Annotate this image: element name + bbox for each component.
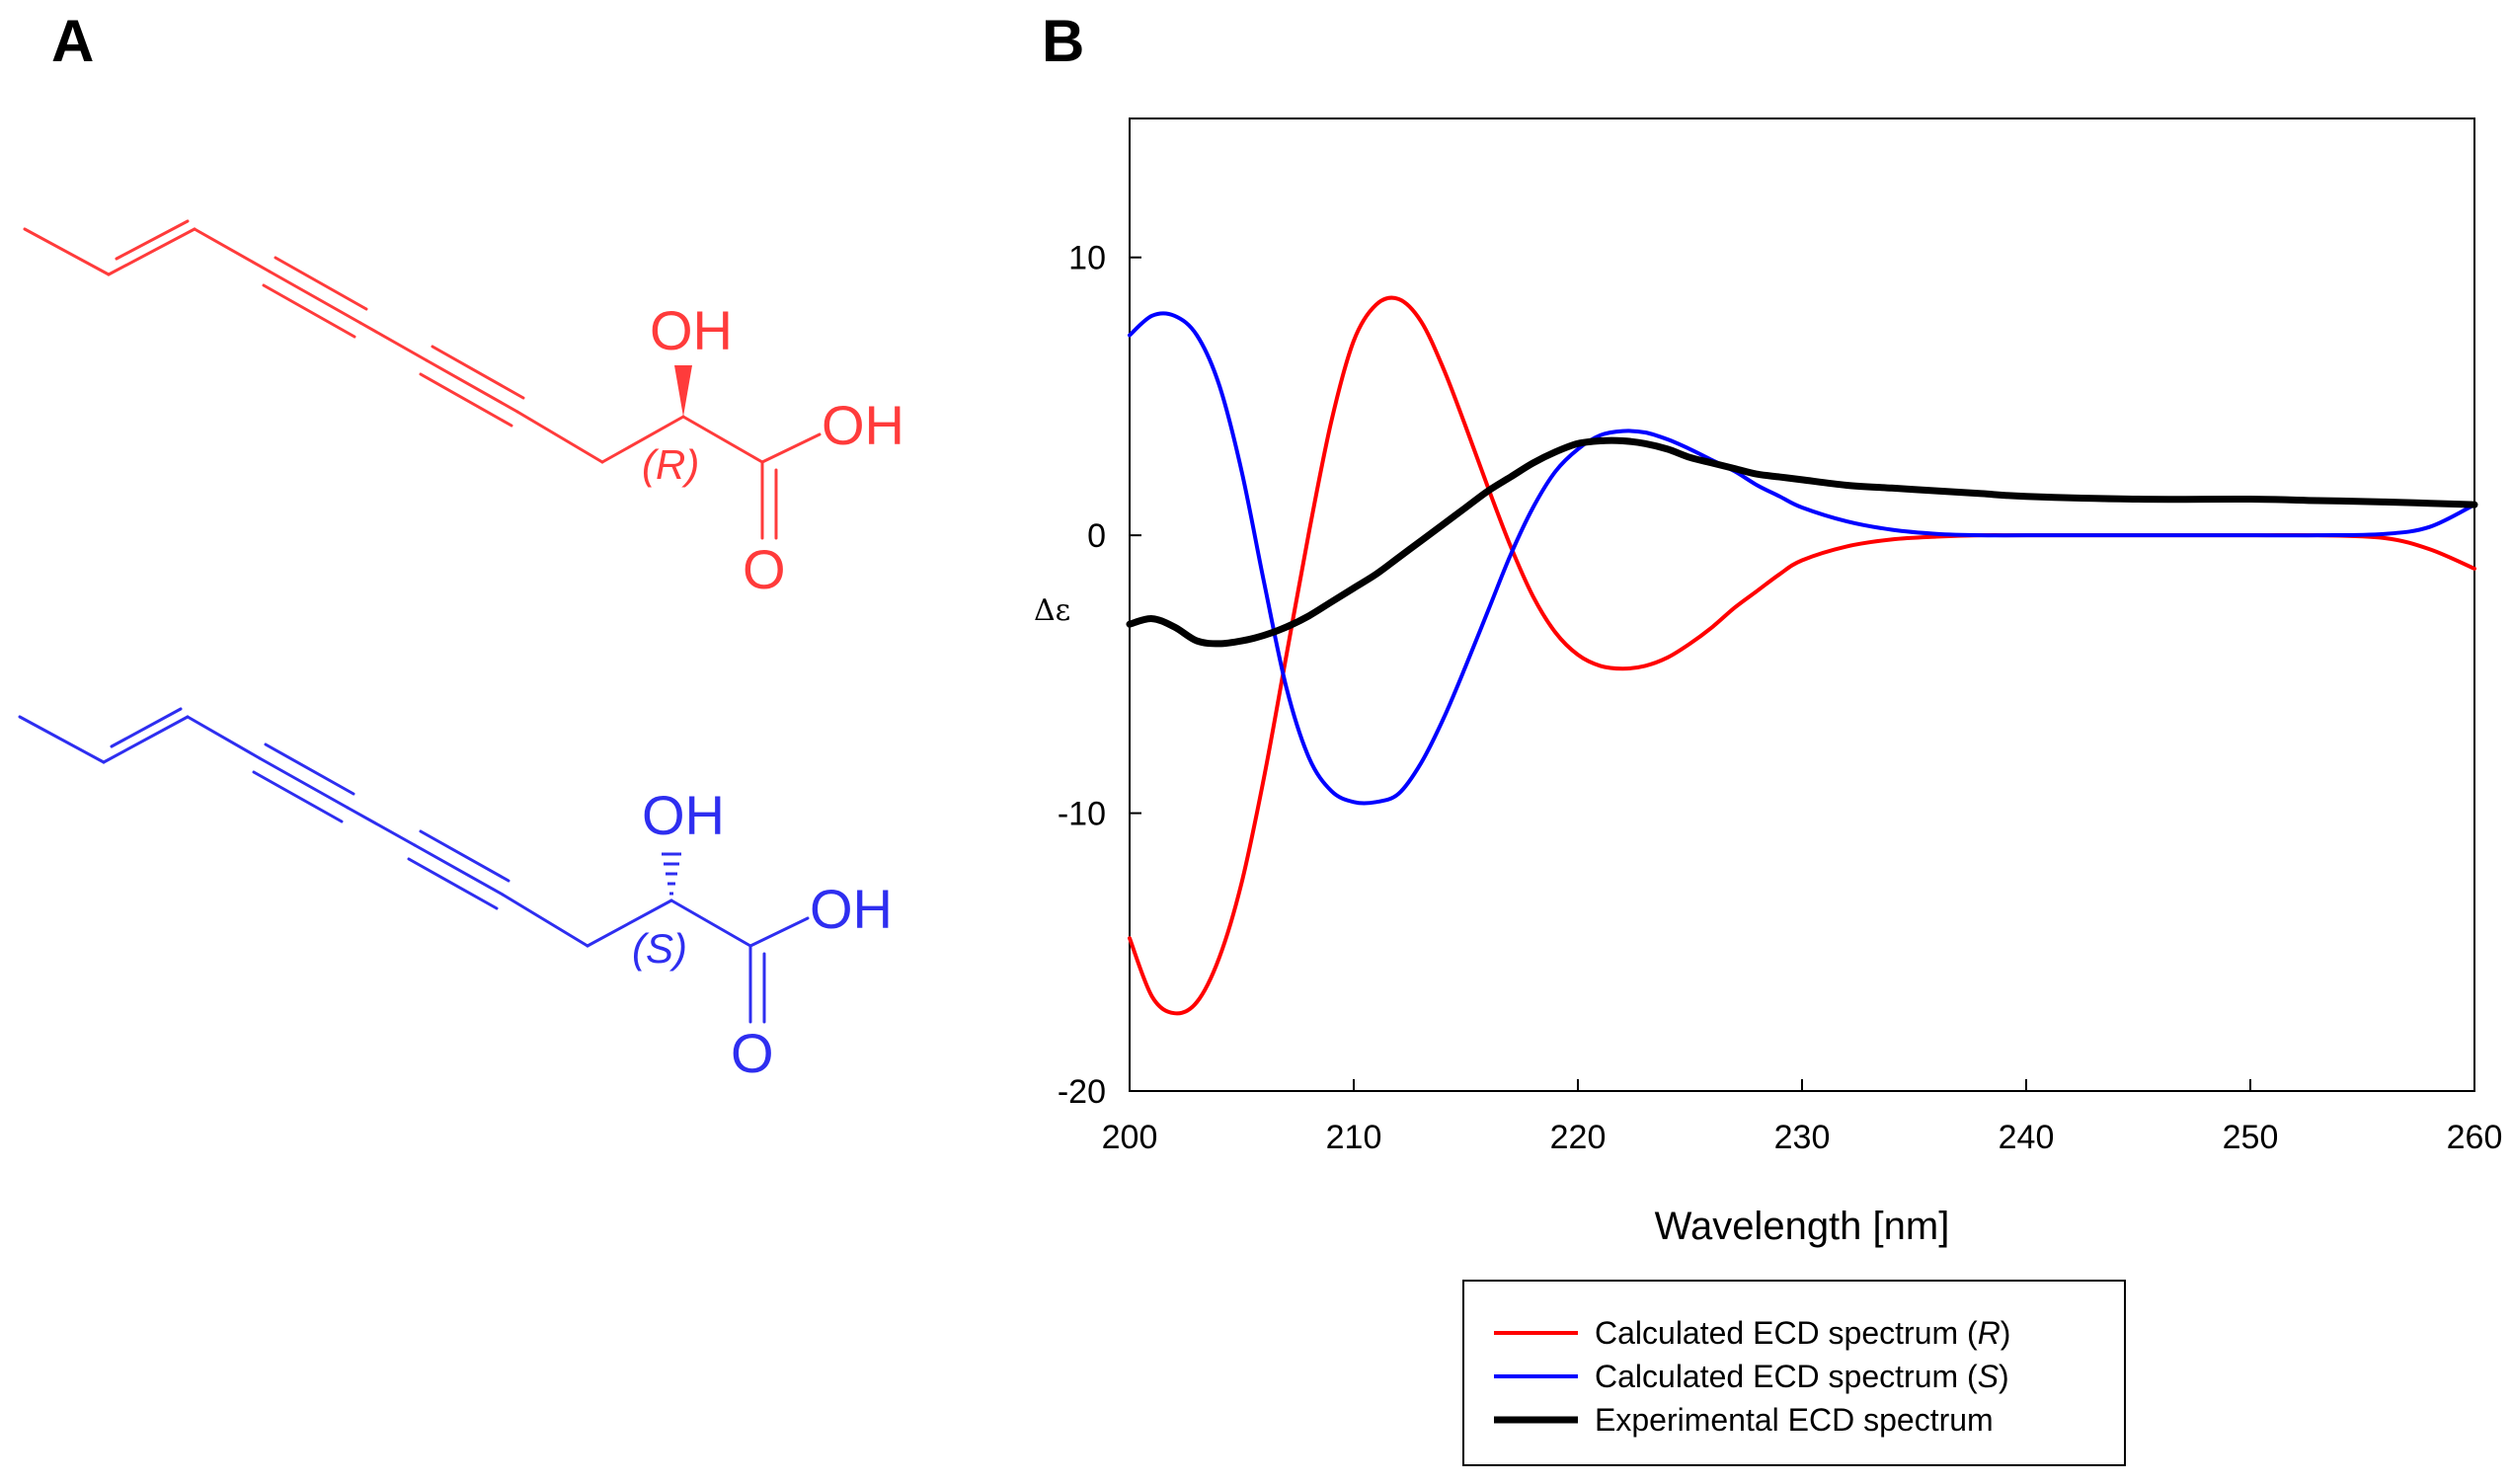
legend-label-1: Calculated ECD spectrum (R) — [1595, 1315, 2010, 1351]
legend-label-2: Calculated ECD spectrum (S) — [1595, 1359, 2009, 1394]
y-tick-label: -10 — [1058, 796, 1106, 833]
x-tick-label: 260 — [2447, 1119, 2503, 1156]
s-isomer-bonds — [18, 707, 810, 1024]
r-acid-oh-label: OH — [822, 394, 904, 456]
x-tick-label: 230 — [1774, 1119, 1831, 1156]
series-line-3 — [1126, 436, 2478, 648]
s-hydroxyl-label: OH — [642, 784, 725, 846]
panel-b-label: B — [1042, 8, 1084, 74]
r-stereo-descriptor: (R) — [642, 441, 699, 488]
s-isomer-structure: OH OH O (S) — [18, 707, 893, 1084]
r-wedge-bond — [674, 365, 692, 417]
y-tick-label: 0 — [1087, 517, 1106, 555]
x-tick-label: 250 — [2223, 1119, 2279, 1156]
x-tick-label: 210 — [1326, 1119, 1382, 1156]
r-isomer-structure: OH OH O (R) — [23, 219, 904, 600]
y-tick-label: -20 — [1058, 1073, 1106, 1111]
x-tick-label: 220 — [1550, 1119, 1607, 1156]
s-stereo-descriptor: (S) — [632, 925, 687, 972]
legend-label-3: Experimental ECD spectrum — [1595, 1402, 1994, 1438]
s-hashed-bond — [662, 852, 681, 896]
x-axis-title: Wavelength [nm] — [1655, 1205, 1950, 1248]
series-line-1 — [1128, 295, 2476, 1016]
r-hydroxyl-label: OH — [650, 299, 733, 361]
y-axis-ticks: -20 -10 0 10 — [1058, 240, 1141, 1111]
x-tick-label: 240 — [1999, 1119, 2055, 1156]
s-carbonyl-o-label: O — [731, 1022, 774, 1084]
chart-legend: Calculated ECD spectrum (R) Calculated EC… — [1462, 1280, 2126, 1466]
r-isomer-bonds — [23, 219, 822, 540]
legend-box — [1462, 1280, 2126, 1466]
s-acid-oh-label: OH — [810, 878, 893, 940]
y-axis-title: Δε — [1034, 593, 1070, 628]
x-axis-ticks: 200 210 220 230 240 250 260 — [1102, 1079, 2503, 1156]
series-lines — [1126, 295, 2478, 1016]
ecd-chart: 200 210 220 230 240 250 260 -20 -10 0 10 Δε Wavel… — [1034, 117, 2503, 1466]
x-tick-label: 200 — [1102, 1119, 1158, 1156]
panel-a-label: A — [51, 8, 94, 74]
r-carbonyl-o-label: O — [743, 538, 786, 600]
y-tick-label: 10 — [1068, 240, 1106, 277]
